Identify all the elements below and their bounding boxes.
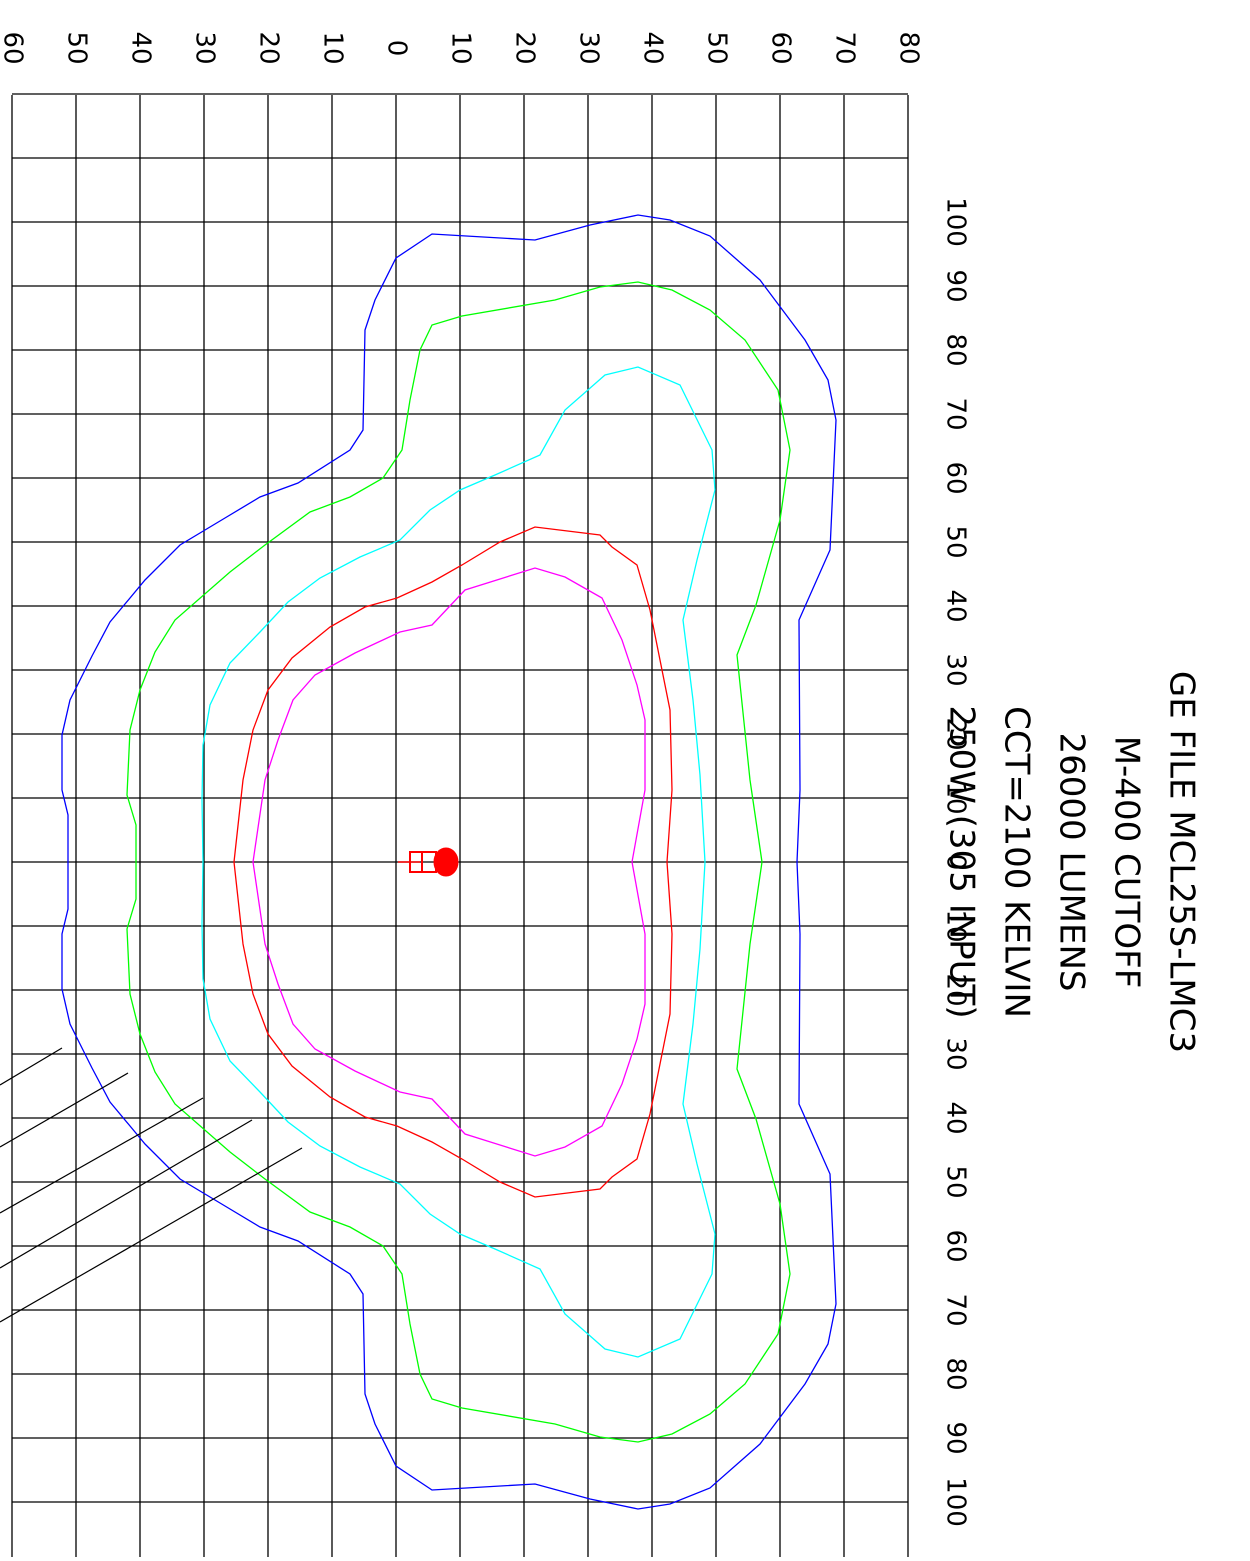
oblique-line <box>0 1072 129 1148</box>
oblique-line <box>0 1047 63 1086</box>
longitudinal-label: 50 <box>941 525 971 558</box>
oblique-line <box>0 1119 253 1269</box>
longitudinal-label: 70 <box>941 1293 971 1326</box>
title-line: 26000 LUMENS <box>1052 733 1092 992</box>
grid <box>11 93 909 1557</box>
longitudinal-label: 80 <box>941 333 971 366</box>
icon-head <box>433 847 459 877</box>
transverse-label: 50 <box>62 31 92 64</box>
longitudinal-label: 40 <box>941 589 971 622</box>
transverse-label: 20 <box>510 31 540 64</box>
transverse-label: 0 <box>382 40 412 57</box>
transverse-label: 40 <box>126 31 156 64</box>
longitudinal-label: 30 <box>941 1037 971 1070</box>
transverse-label: 80 <box>894 31 924 64</box>
longitudinal-label: 10 <box>941 909 971 942</box>
longitudinal-label: 20 <box>941 717 971 750</box>
longitudinal-label: 70 <box>941 397 971 430</box>
luminaire-icon <box>398 847 459 877</box>
isoline <box>201 366 716 1358</box>
transverse-label: 60 <box>0 31 28 64</box>
labels: 60 50 40 30 20 10 0 10 20 30 40 50 60 70 8010090807060… <box>0 31 1202 1526</box>
longitudinal-label: 30 <box>941 653 971 686</box>
isoline <box>233 526 673 1198</box>
transverse-label: 10 <box>446 31 476 64</box>
longitudinal-label: 100 <box>941 197 971 247</box>
oblique-line <box>0 1147 303 1323</box>
oblique-line <box>0 1097 204 1214</box>
longitudinal-label: 80 <box>941 1357 971 1390</box>
longitudinal-label: 60 <box>941 1229 971 1262</box>
longitudinal-label: 40 <box>941 1101 971 1134</box>
transverse-label: 30 <box>190 31 220 64</box>
isoline <box>61 214 837 1510</box>
title-line: GE FILE MCL25S-LMC3 <box>1162 671 1202 1053</box>
transverse-label: 60 <box>766 31 796 64</box>
longitudinal-label: 90 <box>941 269 971 302</box>
transverse-label: 30 <box>574 31 604 64</box>
isoline <box>126 281 791 1443</box>
title-line: M-400 CUTOFF <box>1107 736 1147 989</box>
title-line: 250W (305 INPUT) <box>942 705 982 1018</box>
mounting-lines <box>0 1047 303 1323</box>
longitudinal-label: 60 <box>941 461 971 494</box>
transverse-label: 50 <box>702 31 732 64</box>
longitudinal-label: 90 <box>941 1421 971 1454</box>
isolines <box>61 214 837 1510</box>
longitudinal-label: 0 <box>941 854 971 871</box>
transverse-label: 70 <box>830 31 860 64</box>
transverse-label: 20 <box>254 31 284 64</box>
isoline <box>252 567 646 1157</box>
title-line: CCT=2100 KELVIN <box>997 706 1037 1018</box>
longitudinal-label: 20 <box>941 973 971 1006</box>
transverse-label: 10 <box>318 31 348 64</box>
longitudinal-label: 50 <box>941 1165 971 1198</box>
longitudinal-label: 100 <box>941 1477 971 1527</box>
longitudinal-label: 10 <box>941 781 971 814</box>
transverse-label: 40 <box>638 31 668 64</box>
